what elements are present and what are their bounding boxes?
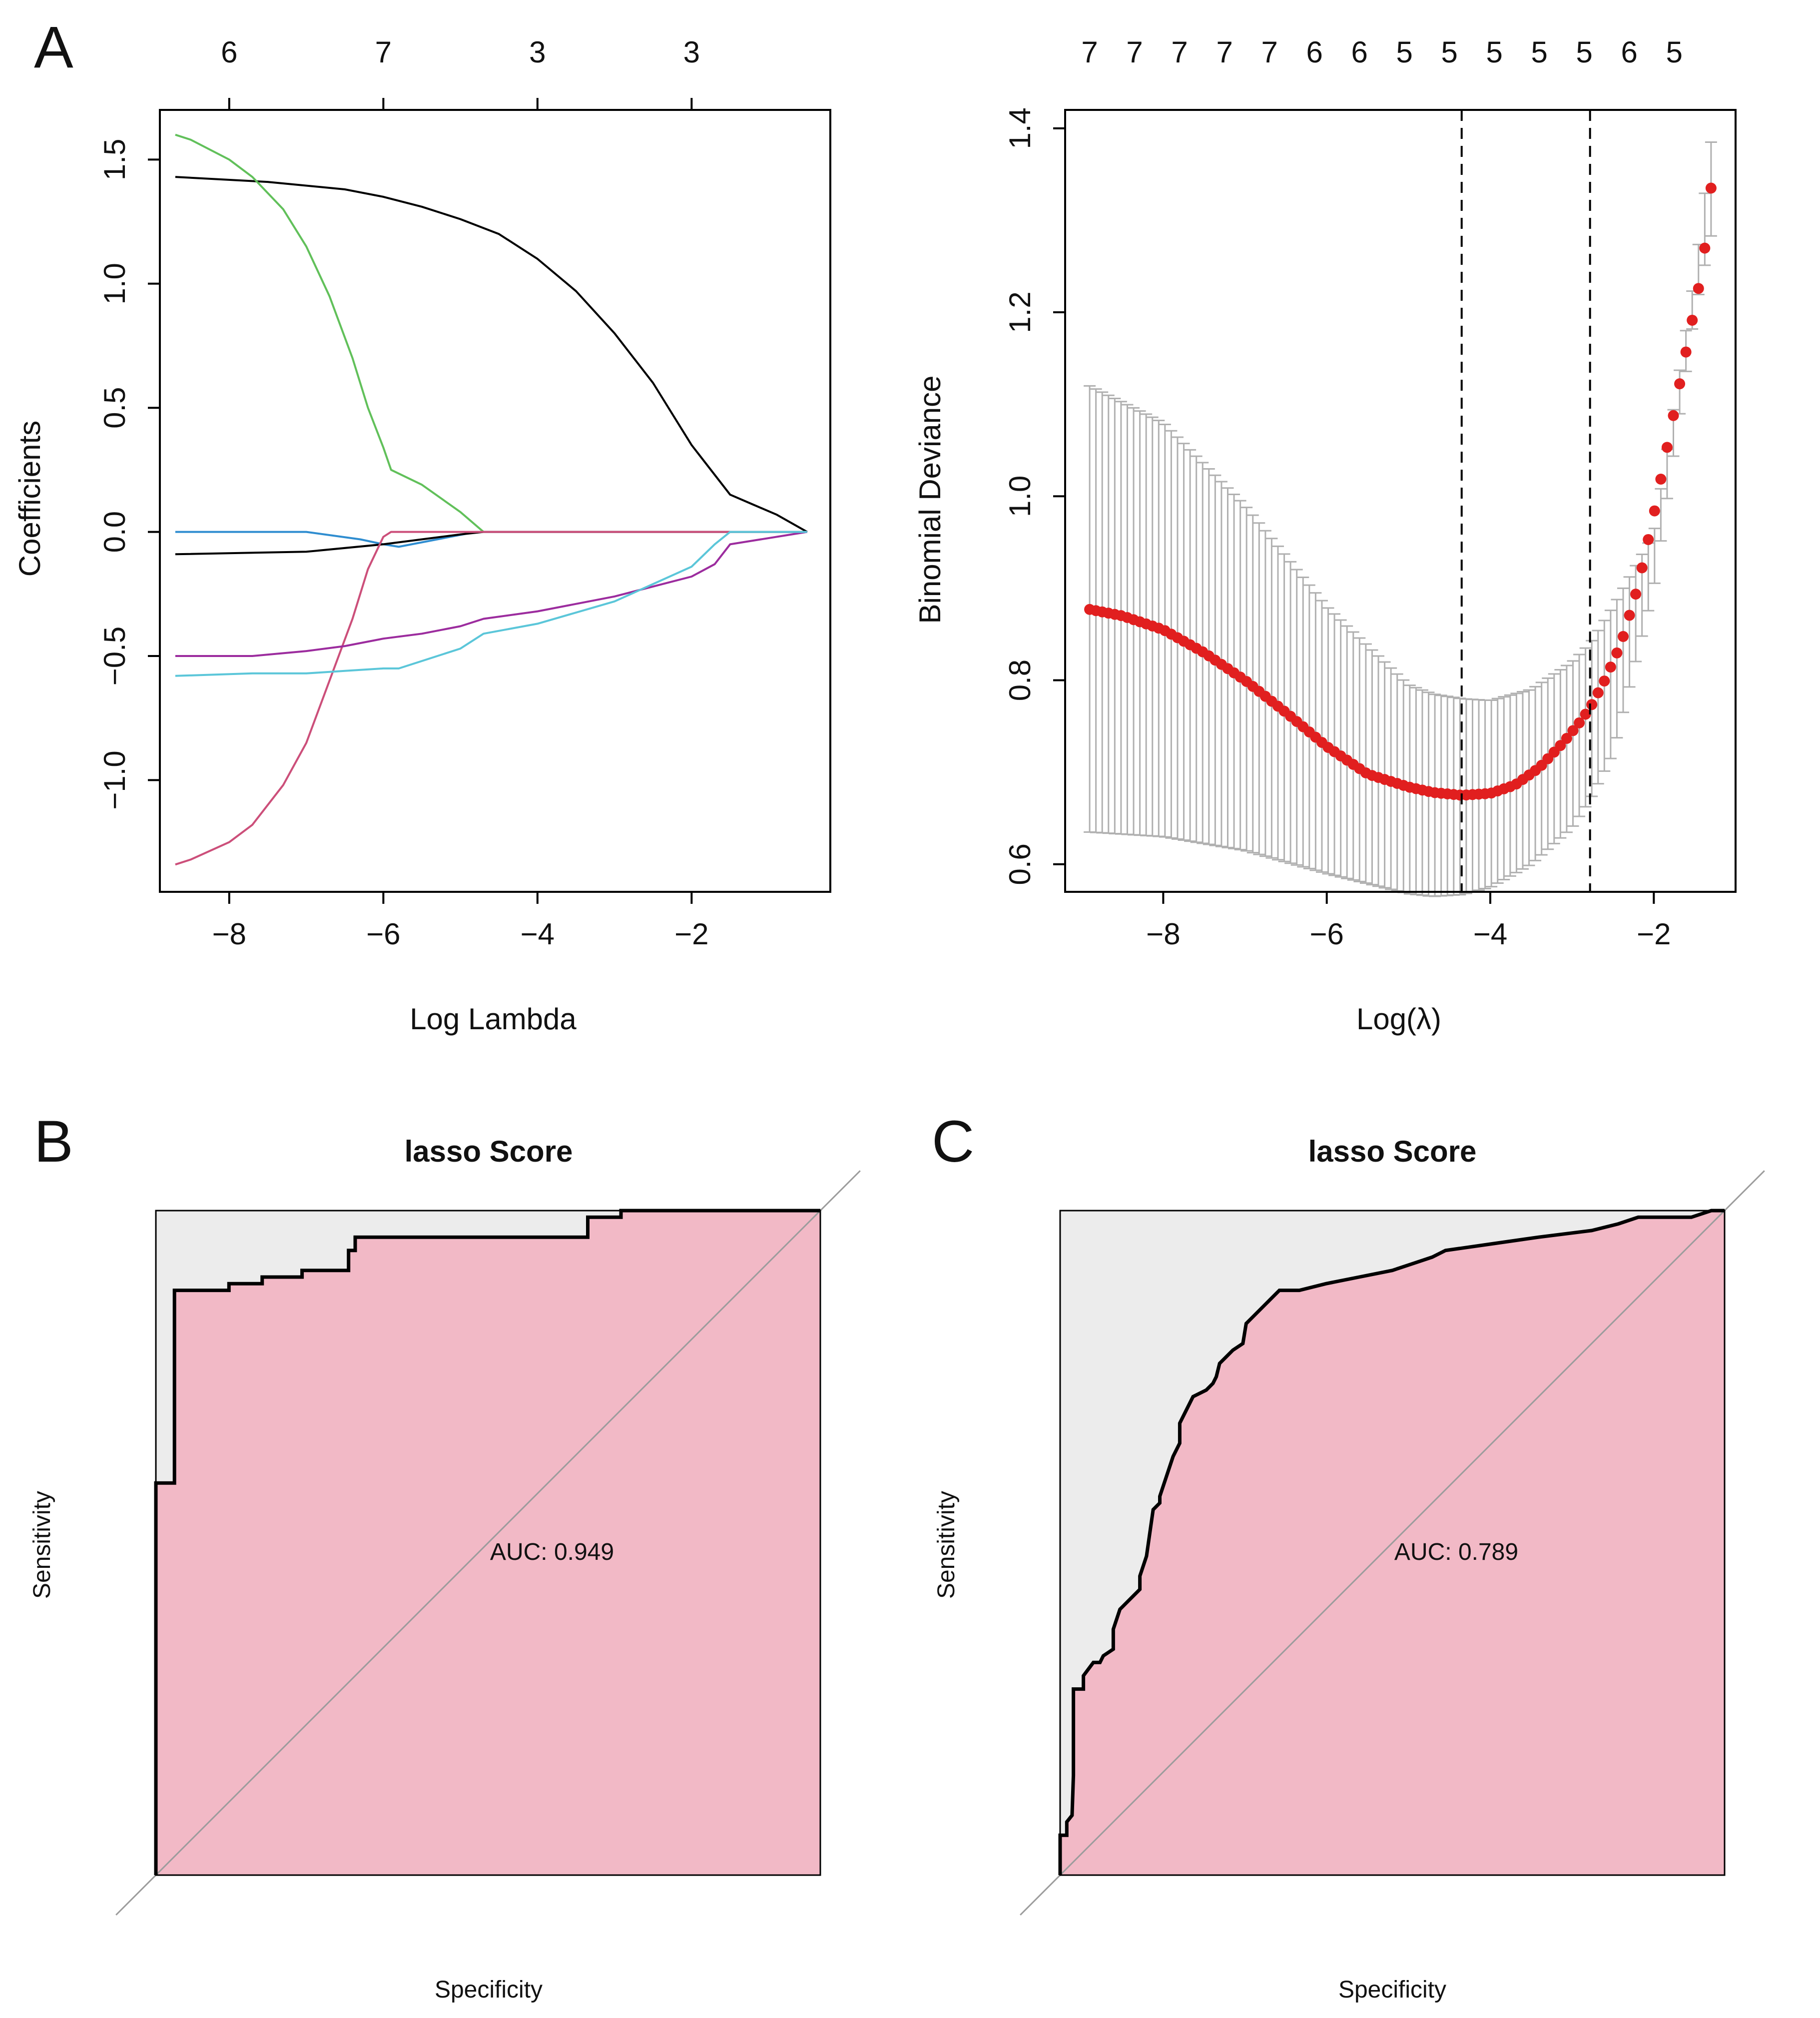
coef-x-tick-label: −6 <box>366 917 400 951</box>
roc-chart-b: lasso Score Specificity Sensitivity AUC: 0.… <box>29 1135 861 2003</box>
coef-top-tick-label: 3 <box>683 35 700 69</box>
deviance-point <box>1574 717 1585 728</box>
roc-chart-c: lasso Score Specificity Sensitivity AUC: 0.… <box>933 1135 1765 2003</box>
deviance-point <box>1586 699 1598 710</box>
dev-top-count-label: 6 <box>1351 35 1367 69</box>
dev-x-tick-label: −6 <box>1309 917 1343 951</box>
deviance-point <box>1655 473 1667 485</box>
dev-y-tick-label: 1.0 <box>1003 476 1037 517</box>
deviance-point <box>1674 378 1686 390</box>
dev-y-tick-label: 1.2 <box>1003 291 1037 333</box>
coef-path-green <box>175 133 485 533</box>
coef-x-tick-label: −8 <box>212 917 246 951</box>
coef-top-tick-label: 7 <box>375 35 392 69</box>
dev-top-count-label: 7 <box>1126 35 1143 69</box>
deviance-point <box>1699 242 1711 254</box>
roc-diagonal-reference <box>1020 1170 1765 1916</box>
coef-path-cyan <box>175 531 807 677</box>
panel-letter-c: C <box>932 1109 974 1175</box>
deviance-point <box>1618 631 1629 642</box>
deviance-point <box>1649 505 1660 517</box>
dev-top-count-label: 7 <box>1171 35 1188 69</box>
deviance-plot-frame <box>1064 109 1737 893</box>
roc-c-auc-label: AUC: 0.789 <box>1394 1539 1518 1565</box>
coefficients-xlabel: Log Lambda <box>410 1002 577 1036</box>
deviance-point <box>1611 647 1623 659</box>
dev-top-count-label: 5 <box>1441 35 1458 69</box>
dev-x-tick-label: −2 <box>1637 917 1671 951</box>
deviance-point <box>1668 410 1679 421</box>
roc-b-auc-label: AUC: 0.949 <box>490 1539 614 1565</box>
deviance-point <box>1624 610 1635 621</box>
coefficients-ylabel: Coefficients <box>13 421 46 577</box>
coef-path-magenta <box>175 531 807 866</box>
deviance-point <box>1592 687 1604 698</box>
roc-b-ylabel: Sensitivity <box>29 1491 55 1599</box>
coef-y-tick-label: −1.0 <box>98 750 131 809</box>
deviance-point <box>1567 725 1579 736</box>
coef-y-tick-label: −0.5 <box>98 627 131 685</box>
roc-b-xlabel: Specificity <box>435 1977 543 2003</box>
coef-x-tick-label: −2 <box>674 917 708 951</box>
deviance-point <box>1561 732 1572 744</box>
dev-top-count-label: 5 <box>1396 35 1412 69</box>
deviance-point <box>1605 662 1616 673</box>
coef-y-tick-label: 0.0 <box>98 511 131 553</box>
dev-x-tick-label: −4 <box>1473 917 1507 951</box>
dev-top-count-label: 5 <box>1486 35 1503 69</box>
deviance-point <box>1580 708 1591 720</box>
dev-top-count-label: 7 <box>1261 35 1277 69</box>
dev-y-tick-label: 1.4 <box>1003 107 1037 149</box>
dev-top-count-label: 6 <box>1621 35 1638 69</box>
dev-top-count-label: 7 <box>1081 35 1098 69</box>
dev-top-count-label: 7 <box>1216 35 1232 69</box>
panel-letter-a: A <box>34 14 73 80</box>
dev-y-tick-label: 0.8 <box>1003 660 1037 701</box>
coef-top-tick-label: 6 <box>221 35 237 69</box>
deviance-point <box>1636 562 1648 574</box>
coefficients-plot-frame <box>159 109 831 893</box>
coef-y-tick-label: 1.0 <box>98 263 131 304</box>
coef-y-tick-label: 1.5 <box>98 139 131 180</box>
dev-y-tick-label: 0.6 <box>1003 843 1037 885</box>
roc-curve <box>1058 1209 1725 1875</box>
coef-path-black_top <box>175 176 808 533</box>
coefficient-paths-chart: Log Lambda Coefficients −8 −6 −4 −2 −1.0 −0.5… <box>13 35 831 1036</box>
dev-top-count-label: 6 <box>1306 35 1322 69</box>
deviance-ylabel: Binomial Deviance <box>913 376 947 624</box>
dev-x-tick-label: −8 <box>1146 917 1180 951</box>
roc-diagonal-reference <box>115 1170 861 1916</box>
coef-y-tick-label: 0.5 <box>98 387 131 428</box>
deviance-point <box>1705 182 1717 194</box>
deviance-point <box>1643 534 1654 545</box>
roc-c-xlabel: Specificity <box>1338 1977 1446 2003</box>
roc-plot-frame <box>155 1210 821 1876</box>
roc-c-ylabel: Sensitivity <box>933 1491 960 1599</box>
deviance-point <box>1693 283 1704 294</box>
deviance-point <box>1599 675 1610 687</box>
coef-x-tick-label: −4 <box>521 917 555 951</box>
deviance-point <box>1687 314 1698 326</box>
roc-c-title: lasso Score <box>1308 1135 1477 1168</box>
deviance-point <box>1630 589 1642 600</box>
deviance-xlabel: Log(λ) <box>1356 1002 1441 1036</box>
dev-top-count-label: 5 <box>1531 35 1548 69</box>
dev-top-count-label: 5 <box>1666 35 1683 69</box>
roc-b-title: lasso Score <box>405 1135 573 1168</box>
dev-top-count-label: 5 <box>1576 35 1593 69</box>
deviance-point <box>1661 442 1673 453</box>
roc-plot-frame <box>1059 1210 1726 1876</box>
roc-curve <box>154 1209 820 1875</box>
panel-letter-b: B <box>34 1109 73 1175</box>
deviance-point <box>1555 740 1566 751</box>
coef-path-purple <box>175 531 808 657</box>
deviance-point <box>1680 346 1692 358</box>
cv-deviance-chart: Log(λ) Binomial Deviance −8 −6 −4 −2 0.6 0.8 1… <box>913 35 1737 1036</box>
coef-top-tick-label: 3 <box>529 35 546 69</box>
